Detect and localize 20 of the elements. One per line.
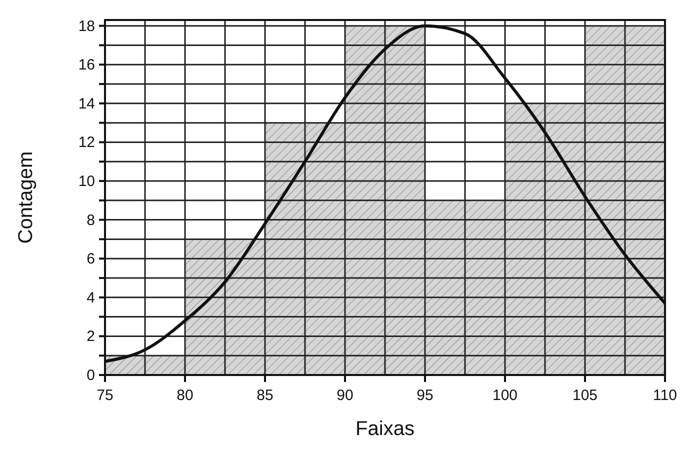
x-tick-label: 85 (256, 387, 274, 404)
x-tick-label: 90 (336, 387, 354, 404)
y-tick-label: 16 (78, 56, 95, 74)
y-tick-label: 10 (78, 173, 95, 190)
y-tick-label: 12 (78, 134, 95, 152)
x-axis-title: Faixas (356, 418, 414, 440)
x-tick-label: 75 (96, 387, 114, 404)
x-tick-label: 95 (416, 387, 434, 404)
x-tick-label: 110 (653, 387, 677, 404)
y-tick-label: 18 (78, 18, 95, 35)
x-tick-label: 80 (176, 387, 194, 404)
y-tick-label: 4 (86, 289, 95, 306)
y-tick-label: 6 (86, 250, 95, 268)
y-tick-label: 14 (78, 95, 95, 112)
y-tick-label: 8 (86, 212, 95, 229)
x-tick-label: 105 (572, 387, 598, 404)
y-axis-title: Contagem (15, 151, 37, 244)
y-tick-label: 2 (86, 328, 95, 346)
y-tick-label: 0 (86, 367, 95, 384)
x-tick-label: 100 (492, 387, 518, 404)
